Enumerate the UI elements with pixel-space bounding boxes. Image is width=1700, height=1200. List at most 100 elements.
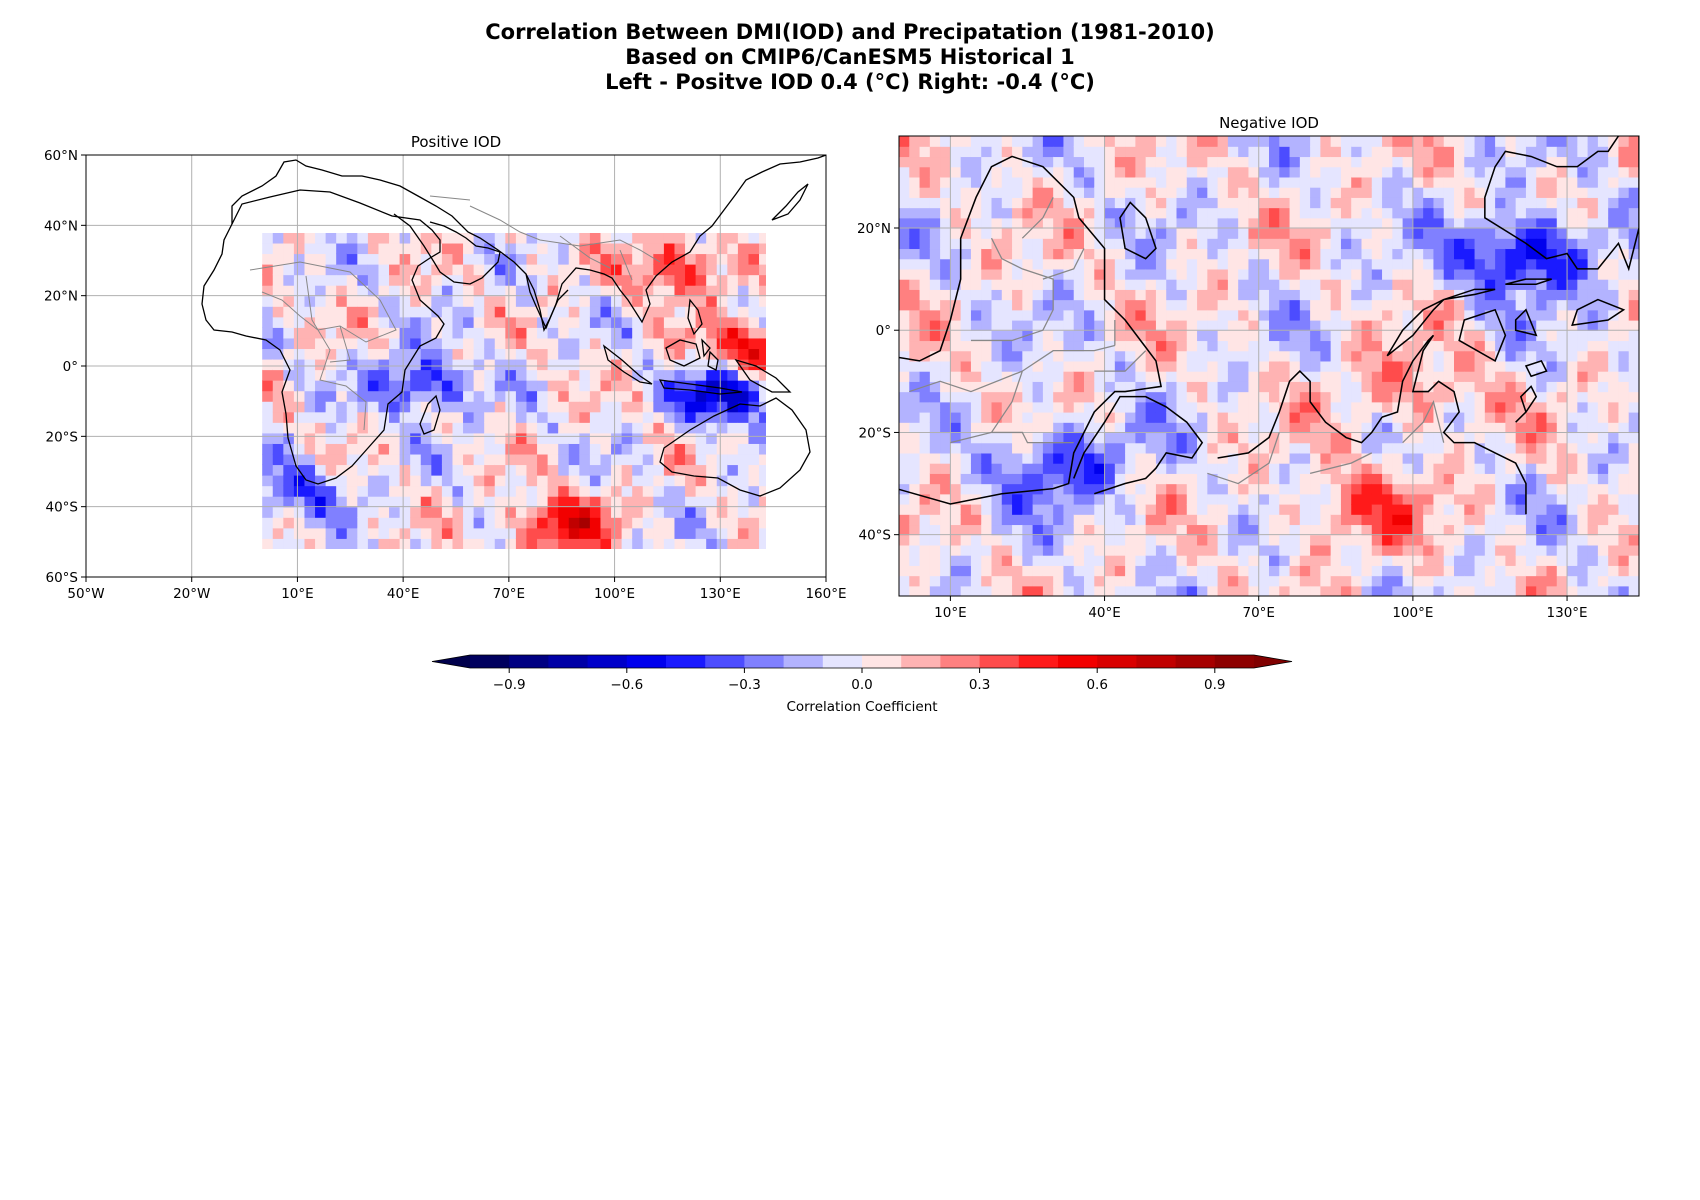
field-cell	[1084, 207, 1095, 219]
field-cell	[589, 506, 602, 518]
field-cell	[1392, 555, 1404, 566]
field-cell	[283, 264, 295, 276]
field-cell	[1197, 360, 1208, 372]
field-cell	[389, 422, 401, 434]
field-cell	[568, 348, 580, 360]
field-cell	[293, 358, 306, 371]
field-cell	[389, 496, 401, 508]
field-cell	[1628, 340, 1639, 352]
field-cell	[1299, 452, 1311, 464]
field-cell	[1567, 381, 1578, 393]
negative-iod-frame	[898, 135, 1640, 597]
field-cell	[389, 527, 401, 539]
field-cell	[899, 156, 910, 168]
field-cell	[1269, 238, 1280, 250]
field-cell	[1525, 268, 1537, 280]
field-cell	[1618, 514, 1630, 526]
field-cell	[716, 348, 728, 360]
field-cell	[420, 285, 432, 297]
field-cell	[1073, 452, 1085, 464]
field-cell	[1197, 463, 1208, 474]
field-cell	[357, 453, 369, 466]
field-cell	[1495, 575, 1506, 587]
field-cell	[262, 327, 274, 339]
field-cell	[1032, 493, 1044, 505]
field-cell	[325, 517, 337, 529]
field-cell	[1238, 473, 1250, 485]
field-cell	[1587, 534, 1599, 546]
field-cell	[970, 187, 982, 198]
field-cell	[1525, 330, 1537, 342]
field-cell	[970, 350, 982, 362]
field-cell	[315, 295, 327, 307]
field-cell	[537, 369, 549, 381]
field-cell	[1597, 432, 1609, 444]
field-cell	[1454, 534, 1465, 546]
field-cell	[1155, 585, 1167, 596]
field-cell	[293, 295, 306, 307]
field-cell	[283, 274, 295, 286]
field-cell	[1443, 463, 1455, 474]
field-cell	[1587, 228, 1599, 239]
field-cell	[1258, 238, 1270, 250]
field-cell	[1001, 136, 1013, 147]
field-cell	[346, 390, 358, 402]
field-cell	[685, 233, 697, 244]
field-cell	[716, 233, 728, 244]
field-cell	[1279, 514, 1291, 526]
field-cell	[1073, 136, 1085, 147]
field-cell	[642, 464, 654, 476]
field-cell	[1248, 483, 1260, 495]
field-cell	[1577, 493, 1589, 505]
field-cell	[431, 464, 443, 476]
field-cell	[1546, 555, 1558, 566]
field-cell	[1505, 432, 1517, 444]
field-cell	[1238, 350, 1250, 362]
field-cell	[1556, 217, 1568, 229]
field-cell	[1505, 136, 1517, 147]
field-cell	[737, 358, 750, 371]
field-cell	[1464, 187, 1476, 198]
field-cell	[1104, 371, 1116, 382]
field-cell	[389, 337, 401, 350]
field-cell	[716, 517, 728, 529]
field-cell	[1001, 320, 1013, 331]
field-cell	[1207, 534, 1219, 546]
field-cell	[1443, 524, 1455, 536]
field-cell	[399, 464, 411, 476]
field-cell	[1155, 330, 1167, 342]
field-cell	[431, 390, 443, 402]
field-cell	[1577, 166, 1589, 178]
field-cell	[1042, 381, 1054, 393]
field-cell	[1392, 320, 1404, 331]
field-cell	[1176, 360, 1188, 372]
field-cell	[748, 316, 760, 328]
field-cell	[558, 295, 570, 307]
field-cell	[1248, 176, 1260, 188]
field-cell	[336, 264, 348, 276]
field-cell	[452, 475, 464, 487]
field-cell	[1433, 238, 1445, 250]
field-cell	[1371, 544, 1383, 556]
field-cell	[1587, 136, 1599, 147]
field-cell	[1382, 483, 1393, 495]
field-cell	[1412, 176, 1424, 188]
field-cell	[399, 264, 411, 276]
field-cell	[1567, 238, 1578, 250]
field-cell	[1474, 248, 1486, 260]
field-cell	[1310, 422, 1321, 434]
field-cell	[568, 306, 580, 318]
field-cell	[1012, 483, 1023, 495]
field-cell	[1176, 493, 1188, 505]
field-cell	[1320, 544, 1332, 556]
field-cell	[1392, 268, 1404, 280]
field-cell	[929, 330, 941, 342]
field-cell	[1556, 268, 1568, 280]
field-cell	[537, 485, 549, 497]
field-cell	[1484, 575, 1496, 587]
field-cell	[1454, 493, 1465, 505]
field-cell	[558, 517, 570, 529]
field-cell	[515, 253, 528, 265]
field-cell	[674, 475, 686, 487]
field-cell	[981, 555, 993, 566]
